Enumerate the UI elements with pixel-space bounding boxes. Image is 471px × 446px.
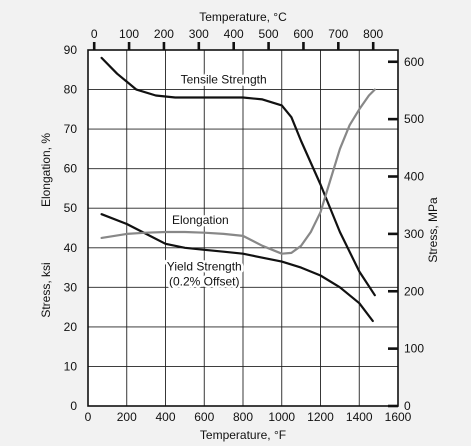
left-tick-label: 60: [64, 162, 78, 176]
annotation-halo: (0.2% Offset): [169, 274, 239, 288]
bottom-tick-label: 0: [85, 410, 92, 424]
top-tick-label: 100: [119, 27, 139, 41]
top-tick-label: 300: [189, 27, 209, 41]
left-tick-label: 40: [64, 241, 78, 255]
left-tick-label: 20: [64, 320, 78, 334]
right-axis-title: Stress, MPa: [426, 197, 440, 263]
top-axis-title: Temperature, °C: [199, 10, 287, 24]
series-line-elongation: [100, 88, 376, 255]
top-tick-label: 400: [224, 27, 244, 41]
bottom-axis-title: Temperature, °F: [200, 428, 286, 442]
annotation-label: Tensile Strength: [181, 73, 267, 87]
grid: [88, 50, 398, 406]
annotation-halo: Elongation: [172, 213, 229, 227]
bottom-tick-label: 1000: [268, 410, 295, 424]
bottom-tick-label: 400: [155, 410, 175, 424]
series-line-yield-strength-0-2-offset: [100, 213, 374, 323]
right-tick-label: 400: [404, 170, 424, 184]
tick-labels: 0 200 400 600 800 1000 1200 1400 160001020304050…: [64, 27, 425, 424]
plot-frame: [87, 49, 399, 407]
right-tick-label: 200: [404, 284, 424, 298]
left-tick-label: 80: [64, 83, 78, 97]
bottom-tick-label: 1600: [385, 410, 412, 424]
left-tick-label: 50: [64, 201, 78, 215]
left-tick-label: 30: [64, 280, 78, 294]
bottom-tick-label: 200: [117, 410, 137, 424]
annotation-label: (0.2% Offset): [169, 274, 239, 288]
left-tick-label: 0: [70, 399, 77, 413]
top-tick-label: 600: [293, 27, 313, 41]
bottom-tick-label: 1400: [346, 410, 373, 424]
right-tick-label: 300: [404, 227, 424, 241]
left-tick-label: 70: [64, 122, 78, 136]
right-tick-label: 500: [404, 112, 424, 126]
top-tick-label: 800: [363, 27, 383, 41]
left-axis-title-elongation: Elongation, %: [39, 133, 53, 207]
annotation-halo: Tensile Strength: [181, 73, 267, 87]
top-tick-label: 700: [328, 27, 348, 41]
series-line-tensile-strength: [100, 56, 376, 297]
bottom-tick-label: 1200: [307, 410, 334, 424]
left-tick-label: 10: [64, 359, 78, 373]
series-layer: [100, 56, 376, 323]
top-tick-label: 0: [91, 27, 98, 41]
ticks: [92, 42, 398, 408]
right-tick-label: 0: [404, 399, 411, 413]
bottom-tick-label: 600: [194, 410, 214, 424]
bottom-tick-label: 800: [233, 410, 253, 424]
annotation-label: Yield Strength: [167, 259, 242, 273]
right-tick-label: 100: [404, 342, 424, 356]
top-tick-label: 500: [259, 27, 279, 41]
annotation-label: Elongation: [172, 213, 229, 227]
left-axis-title-stress: Stress, ksi: [39, 262, 53, 317]
right-tick-label: 600: [404, 55, 424, 69]
top-tick-label: 200: [154, 27, 174, 41]
annotation-halo: Yield Strength: [167, 259, 242, 273]
left-tick-label: 90: [64, 43, 78, 57]
